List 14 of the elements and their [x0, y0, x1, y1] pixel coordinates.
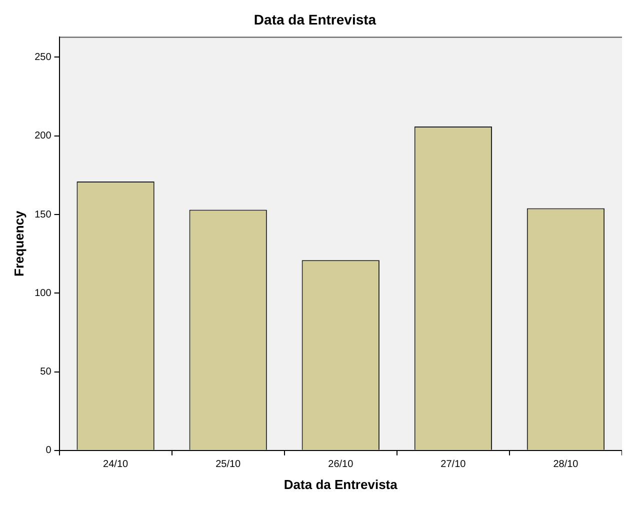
- y-tick-label: 250: [34, 52, 52, 63]
- y-tick-label: 50: [40, 366, 52, 378]
- x-axis-title: Data da Entrevista: [284, 476, 398, 492]
- x-tick-label: 26/10: [328, 459, 354, 470]
- x-tick-label: 28/10: [553, 459, 579, 470]
- x-tick-label: 25/10: [216, 459, 242, 470]
- x-tick-label: 27/10: [440, 459, 466, 470]
- y-tick-label: 0: [46, 445, 52, 456]
- y-tick-label: 200: [34, 130, 52, 142]
- y-axis-title: Frequency: [11, 210, 26, 276]
- chart-title: Data da Entrevista: [254, 11, 376, 28]
- y-tick-label: 150: [34, 209, 52, 220]
- x-tick-label: 24/10: [103, 459, 129, 470]
- y-tick-label: 100: [34, 288, 52, 299]
